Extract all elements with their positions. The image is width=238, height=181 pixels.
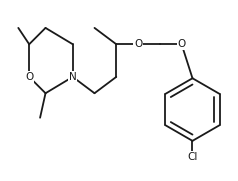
Text: O: O bbox=[25, 72, 33, 82]
Text: Cl: Cl bbox=[187, 152, 198, 162]
Text: O: O bbox=[134, 39, 142, 49]
Text: N: N bbox=[69, 72, 77, 82]
Text: O: O bbox=[178, 39, 186, 49]
